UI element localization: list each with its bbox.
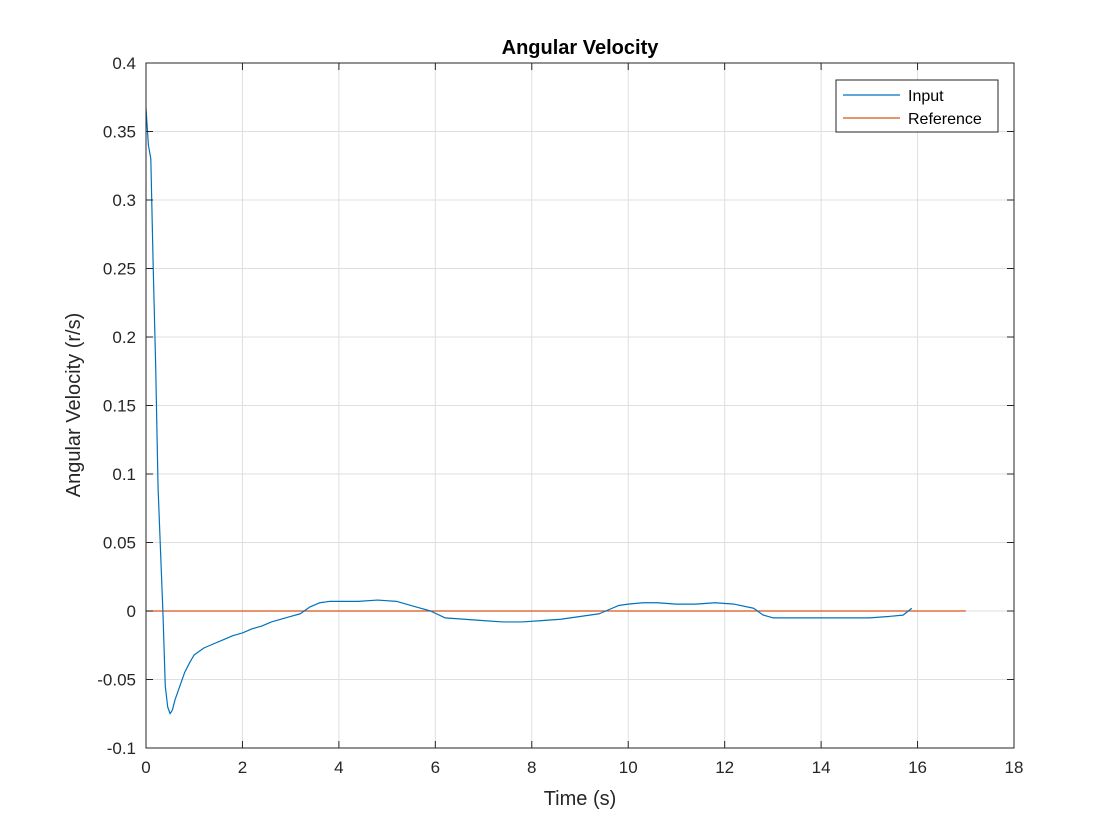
x-tick-label: 4 [334, 758, 343, 777]
y-tick-label: 0.3 [112, 191, 136, 210]
x-tick-label: 2 [238, 758, 247, 777]
y-tick-label: -0.1 [107, 739, 136, 758]
chart-title: Angular Velocity [502, 37, 660, 59]
y-tick-label: 0.05 [103, 534, 136, 553]
legend-box [835, 79, 999, 133]
y-tick-label: 0.25 [103, 260, 136, 279]
legend: Input Reference [835, 79, 999, 133]
y-tick-label: 0.15 [103, 397, 136, 416]
y-tick-label: 0 [127, 602, 136, 621]
x-axis-label: Time (s) [544, 788, 617, 810]
grid-lines [145, 62, 1015, 749]
x-tick-label: 14 [812, 758, 831, 777]
y-tick-label: 0.1 [112, 465, 136, 484]
y-tick-label: -0.05 [97, 671, 136, 690]
y-tick-label: 0.4 [112, 54, 136, 73]
series-line-input [145, 108, 913, 715]
legend-label-input: Input [908, 88, 944, 105]
y-axis-label: Angular Velocity (r/s) [63, 313, 85, 498]
x-tick-label: 8 [527, 758, 536, 777]
y-tick-label: 0.2 [112, 328, 136, 347]
legend-label-reference: Reference [908, 111, 982, 128]
x-tick-label: 16 [908, 758, 927, 777]
x-tick-label: 18 [1005, 758, 1024, 777]
x-tick-label: 10 [619, 758, 638, 777]
x-tick-label: 6 [431, 758, 440, 777]
tick-labels: 0 2 4 6 8 10 12 14 16 18 -0.1 -0.05 0 0.05 0.1 0.15 0.2 0… [97, 54, 1023, 777]
x-tick-label: 0 [141, 758, 150, 777]
x-tick-label: 12 [715, 758, 734, 777]
axes-frame [145, 62, 1015, 749]
axes-box [145, 62, 1015, 749]
y-tick-label: 0.35 [103, 123, 136, 142]
series-layer [145, 108, 966, 715]
